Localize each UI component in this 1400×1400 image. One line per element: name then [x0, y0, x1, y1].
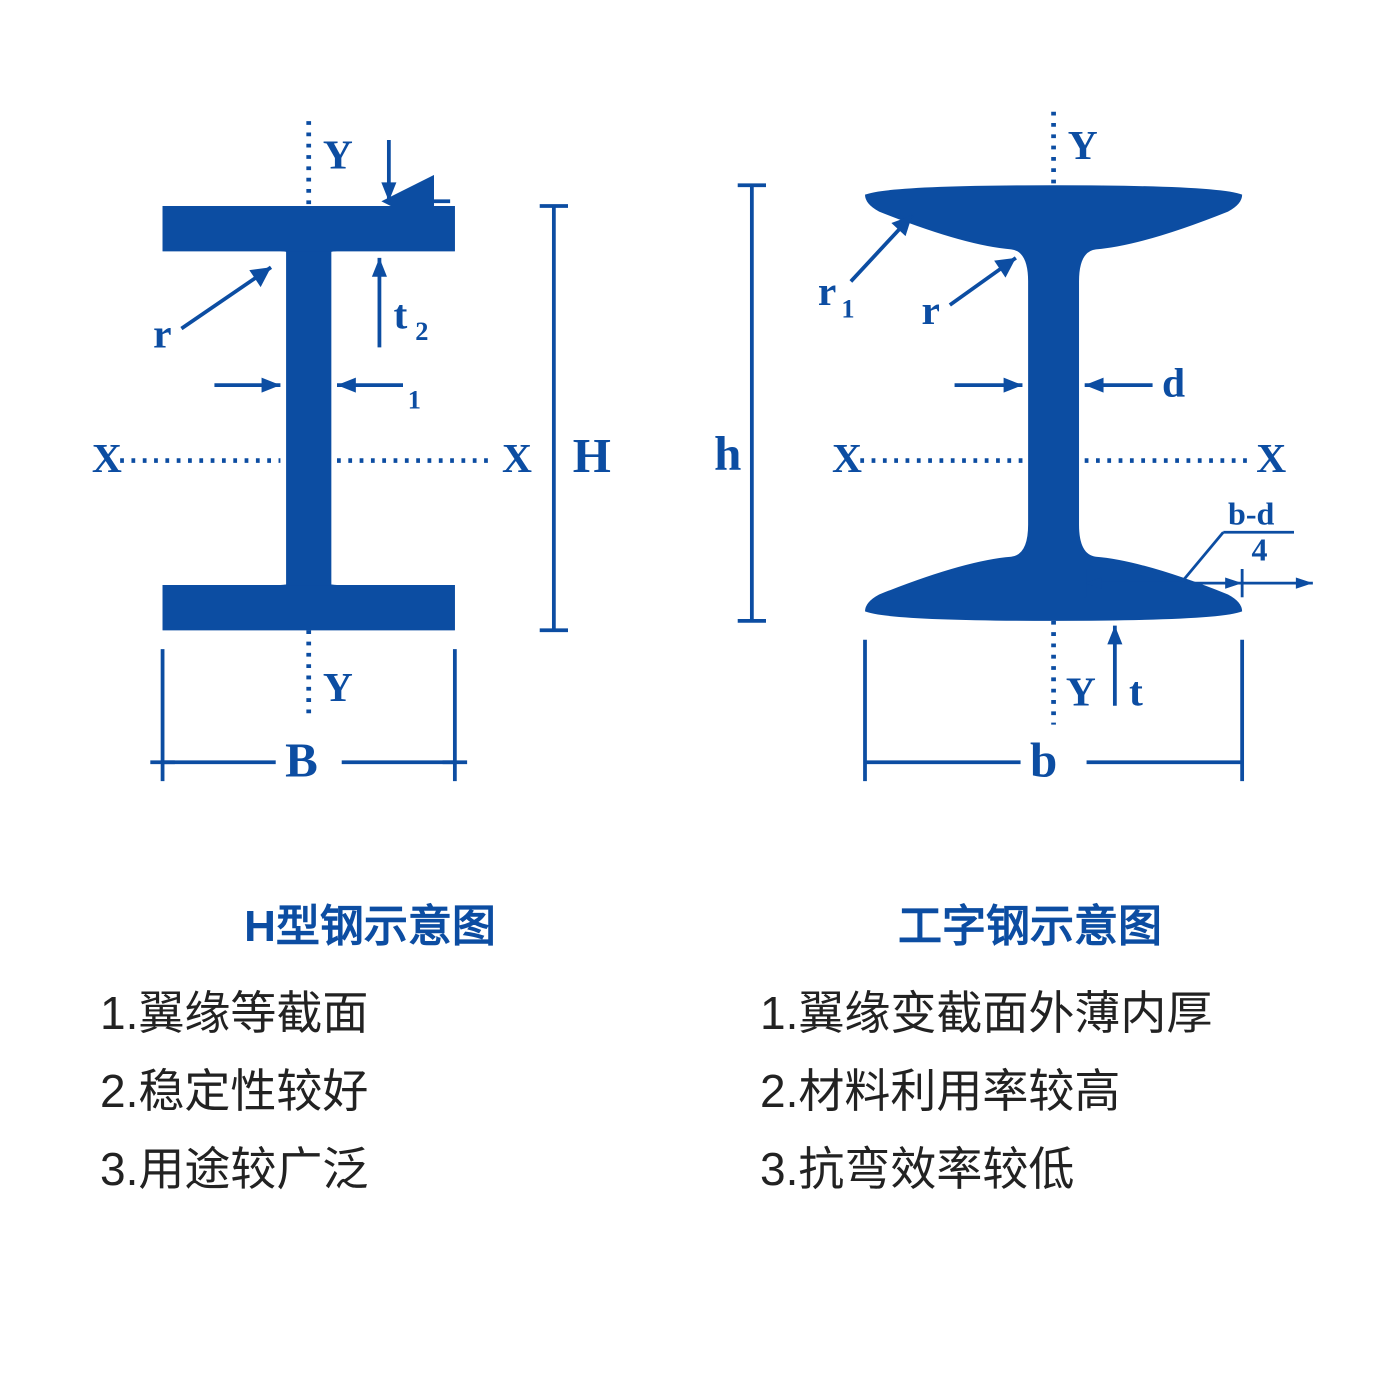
label-h: h — [714, 426, 741, 481]
i-beam-panel: Y r 1 r d X X — [700, 60, 1360, 1340]
label-x-right: X — [1256, 435, 1286, 481]
h-beam-diagram: Y r t 2 1 — [40, 60, 700, 880]
note-item: 3.抗弯效率较低 — [760, 1130, 1212, 1208]
label-frac-bot: 4 — [1252, 532, 1268, 568]
i-beam-notes: 1.翼缘变截面外薄内厚 2.材料利用率较高 3.抗弯效率较低 — [700, 974, 1212, 1209]
label-x-left: X — [92, 435, 122, 481]
label-d: d — [1162, 359, 1185, 405]
label-H: H — [573, 428, 611, 483]
note-item: 1.翼缘变截面外薄内厚 — [760, 974, 1212, 1052]
i-beam-diagram: Y r 1 r d X X — [700, 60, 1360, 880]
note-item: 1.翼缘等截面 — [100, 974, 368, 1052]
label-r1-sub: 1 — [841, 293, 854, 323]
label-x-right: X — [502, 435, 532, 481]
label-frac-top: b-d — [1228, 496, 1274, 532]
label-x-left: X — [832, 435, 862, 481]
note-item: 2.稳定性较好 — [100, 1052, 368, 1130]
i-beam-shape — [865, 185, 1242, 621]
label-r1: r — [818, 268, 836, 314]
label-t2-sub: 2 — [415, 316, 428, 346]
label-y-bot: Y — [1066, 669, 1096, 715]
label-r: r — [922, 287, 940, 333]
i-beam-title: 工字钢示意图 — [898, 890, 1162, 954]
note-item: 3.用途较广泛 — [100, 1130, 368, 1208]
label-y-bot: Y — [323, 664, 353, 710]
label-y-top: Y — [1068, 122, 1098, 168]
label-one: 1 — [408, 385, 421, 415]
label-y-top: Y — [323, 131, 353, 177]
label-b: b — [1030, 732, 1057, 787]
h-beam-shape — [163, 206, 455, 630]
label-t: t — [1129, 669, 1143, 715]
label-B: B — [285, 732, 318, 787]
h-beam-notes: 1.翼缘等截面 2.稳定性较好 3.用途较广泛 — [40, 974, 368, 1209]
h-beam-panel: Y r t 2 1 — [40, 60, 700, 1340]
label-t2: t — [394, 292, 408, 338]
note-item: 2.材料利用率较高 — [760, 1052, 1212, 1130]
h-beam-title: H型钢示意图 — [244, 890, 496, 954]
label-r: r — [153, 310, 171, 356]
